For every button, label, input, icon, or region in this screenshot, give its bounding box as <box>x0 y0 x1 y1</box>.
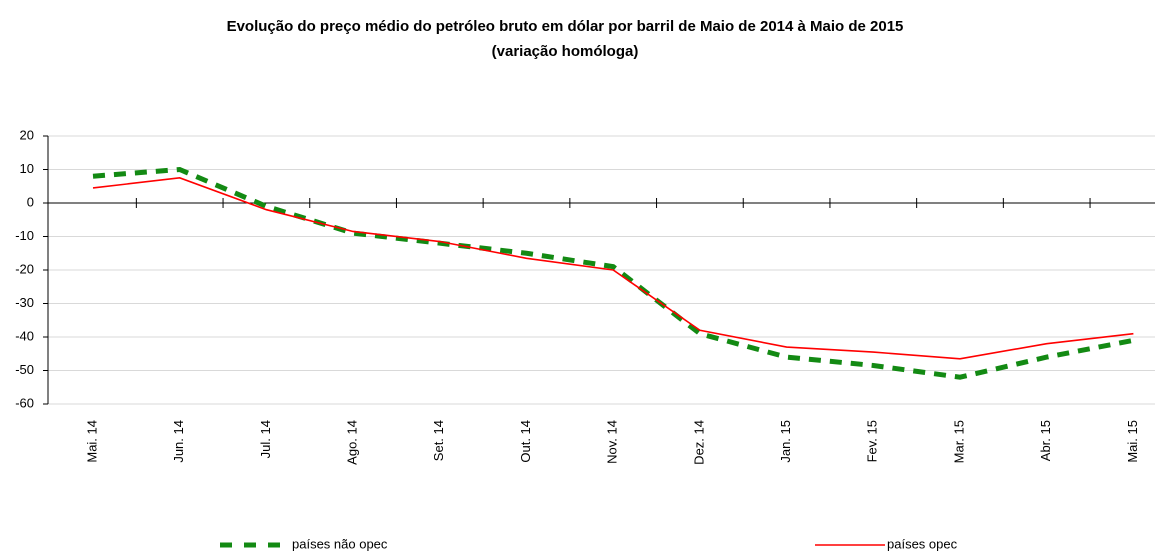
y-tick-label: 10 <box>20 161 34 176</box>
x-tick-label: Set. 14 <box>431 420 446 461</box>
x-tick-label: Mar. 15 <box>951 420 966 463</box>
y-tick-label: -40 <box>15 328 34 343</box>
y-tick-label: -60 <box>15 395 34 410</box>
y-tick-label: -50 <box>15 362 34 377</box>
x-tick-label: Nov. 14 <box>605 420 620 464</box>
x-tick-label: Dez. 14 <box>691 420 706 465</box>
y-tick-label: -10 <box>15 228 34 243</box>
x-tick-label: Jul. 14 <box>258 420 273 458</box>
x-tick-label: Fev. 15 <box>865 420 880 462</box>
series-line <box>92 177 1134 360</box>
x-tick-label: Jun. 14 <box>171 420 186 463</box>
y-tick-label: -20 <box>15 261 34 276</box>
series-line <box>92 166 1134 380</box>
y-tick-label: 20 <box>20 127 34 142</box>
x-tick-label: Out. 14 <box>518 420 533 463</box>
y-tick-label: -30 <box>15 295 34 310</box>
x-tick-label: Ago. 14 <box>345 420 360 465</box>
x-tick-label: Abr. 15 <box>1038 420 1053 461</box>
y-tick-label: 0 <box>27 194 34 209</box>
x-tick-label: Mai. 14 <box>84 420 99 463</box>
x-tick-label: Mai. 15 <box>1125 420 1140 463</box>
x-tick-label: Jan. 15 <box>778 420 793 463</box>
chart-subtitle: (variação homóloga) <box>492 43 639 60</box>
chart-title: Evolução do preço médio do petróleo brut… <box>227 18 904 35</box>
legend-label: países não opec <box>292 536 388 551</box>
legend-label: países opec <box>887 536 958 551</box>
